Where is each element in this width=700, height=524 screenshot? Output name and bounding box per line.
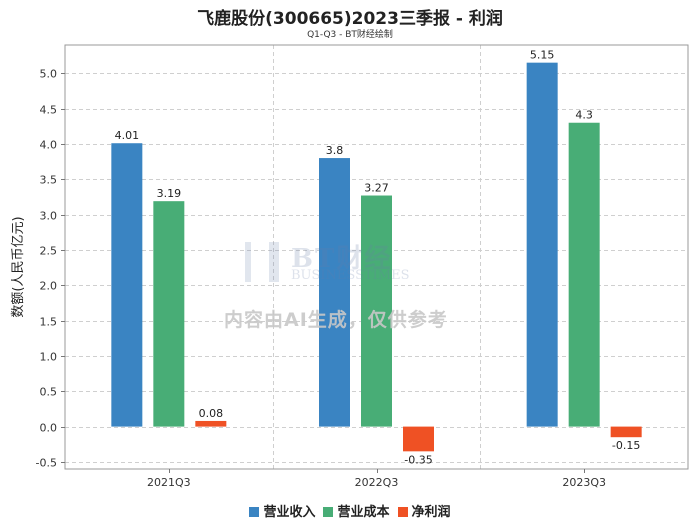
bar (319, 158, 350, 427)
bar (153, 201, 185, 427)
data-label: 3.19 (157, 187, 182, 200)
legend-item: 净利润 (397, 501, 451, 520)
y-tick-label: 3.0 (40, 210, 58, 223)
chart-subtitle: Q1-Q3 - BT财经绘制 (307, 30, 393, 40)
legend-label: 营业成本 (337, 505, 390, 520)
y-tick-label: 2.5 (40, 245, 58, 258)
data-label: 5.15 (530, 49, 555, 62)
data-label: 4.3 (575, 109, 593, 122)
y-tick-label: 4.0 (40, 139, 58, 152)
bars (111, 62, 642, 452)
x-tick-label: 2022Q3 (355, 476, 399, 489)
data-label: -0.35 (404, 453, 432, 466)
y-tick-label: -0.5 (36, 457, 57, 470)
legend-label: 净利润 (411, 505, 451, 520)
plot-frame (64, 44, 689, 470)
watermark-brand: BT财经 (291, 244, 393, 274)
x-tick-label: 2023Q3 (562, 476, 606, 489)
legend-swatch (249, 507, 260, 517)
y-tick-label: 0.0 (40, 422, 58, 435)
data-label: 0.08 (199, 407, 224, 420)
y-tick-label: 1.5 (40, 316, 58, 329)
bar (526, 62, 558, 427)
bar (361, 195, 392, 427)
x-tick-label: 2021Q3 (147, 476, 191, 489)
y-axis-label: 数额(人民币亿元) (11, 216, 26, 317)
chart-title: 飞鹿股份(300665)2023三季报 - 利润 (197, 9, 503, 29)
watermark-logo: BT财经 BUSINESSTIMES (243, 240, 463, 288)
y-tick-label: 4.5 (40, 104, 58, 117)
bar (195, 420, 227, 427)
data-labels: 4.01 3.19 0.08 3.8 3.27 -0.35 5.15 4.3 -0.15 (115, 49, 641, 467)
watermark-mark-icon (245, 242, 279, 282)
bar (610, 426, 642, 438)
legend: 营业收入 营业成本 净利润 (0, 501, 700, 520)
watermark-brand-sub: BUSINESSTIMES (291, 268, 410, 283)
data-label: 3.8 (326, 144, 344, 157)
y-tick-label: 1.0 (40, 351, 58, 364)
legend-swatch (323, 507, 334, 517)
y-tick-label: 2.0 (40, 280, 58, 293)
legend-item: 营业成本 (323, 501, 390, 520)
legend-item: 营业收入 (249, 501, 315, 520)
data-label: 4.01 (115, 129, 140, 142)
legend-label: 营业收入 (263, 505, 316, 520)
watermark-notice: 内容由AI生成，仅供参考 (224, 309, 448, 331)
y-tick-label: 0.5 (40, 386, 58, 399)
legend-swatch (397, 507, 408, 517)
bar (568, 122, 600, 427)
y-tick-label: 5.0 (40, 68, 58, 81)
axes: 5.0 4.5 4.0 3.5 3.0 2.5 2.0 1.5 1.0 0.5 0.0 -0.5 数额(… (11, 44, 689, 489)
bar (403, 426, 434, 452)
y-tick-label: 3.5 (40, 174, 58, 187)
bar (111, 143, 143, 427)
data-label: -0.15 (612, 439, 640, 452)
data-label: 3.27 (364, 182, 389, 195)
